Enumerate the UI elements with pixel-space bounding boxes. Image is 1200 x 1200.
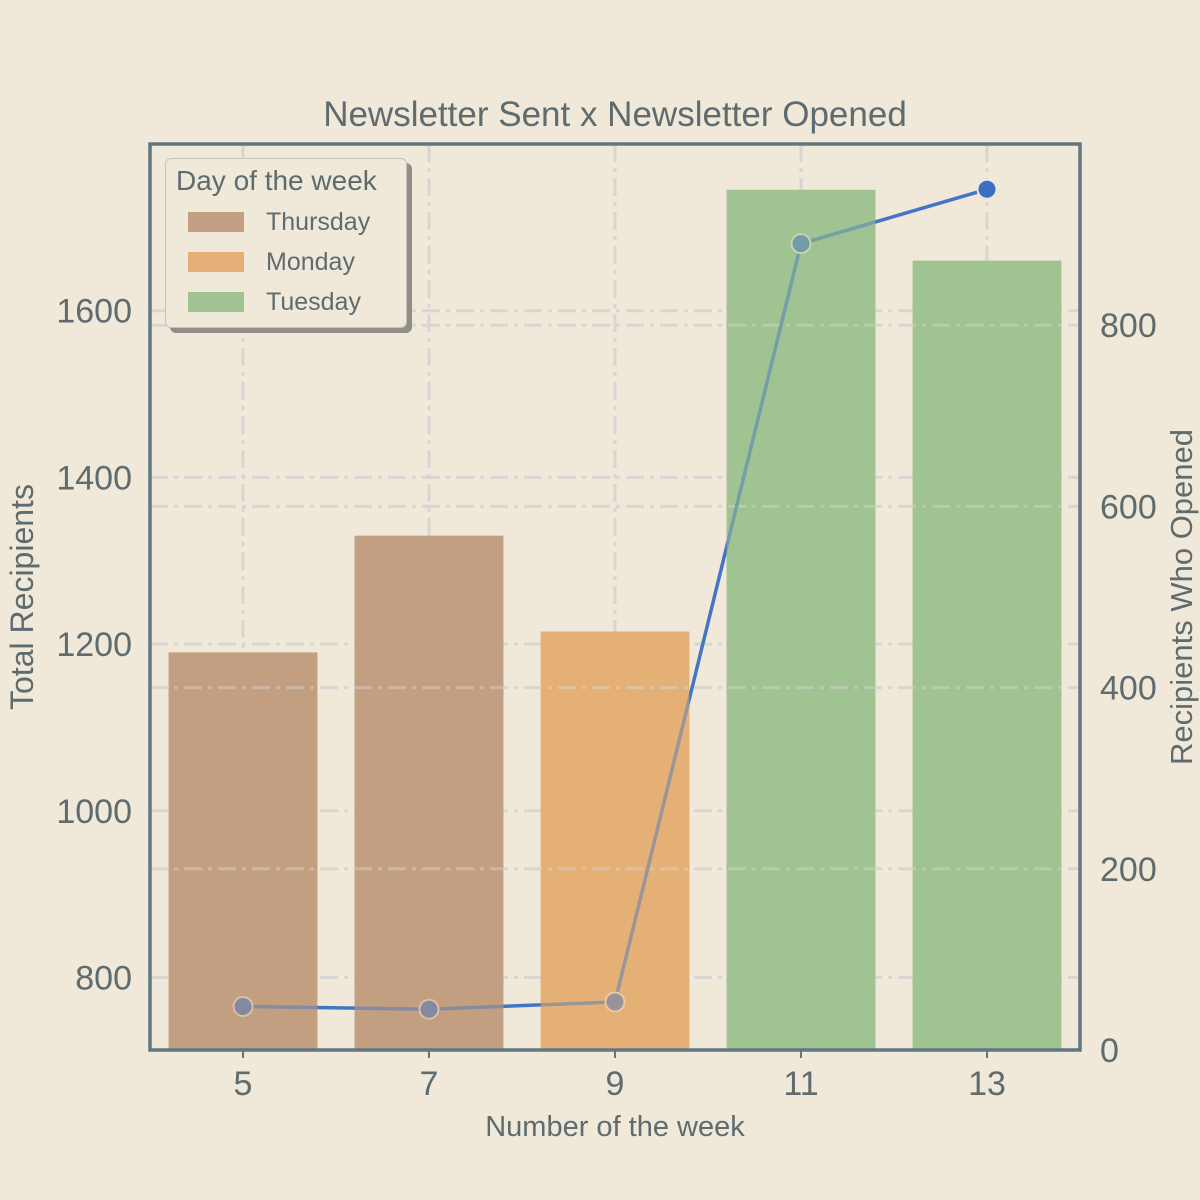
legend-swatch-tuesday — [188, 292, 244, 312]
y-tick-label: 1600 — [56, 293, 132, 331]
chart-title: Newsletter Sent x Newsletter Opened — [323, 95, 907, 134]
line-point — [976, 178, 998, 200]
y2-tick-label: 400 — [1100, 670, 1157, 708]
x-tick-label: 5 — [234, 1065, 253, 1103]
bar-overlay — [726, 189, 876, 1050]
legend-label-thursday: Thursday — [266, 207, 371, 236]
y2-tick-label: 800 — [1100, 307, 1157, 345]
bar-overlay — [912, 260, 1062, 1051]
bar-overlay — [168, 652, 318, 1050]
y-tick-label: 1200 — [56, 626, 132, 664]
legend-swatch-thursday — [188, 212, 244, 232]
x-tick-label: 9 — [606, 1065, 625, 1103]
y2-tick-label: 600 — [1100, 488, 1157, 526]
y-tick-label: 800 — [75, 959, 132, 997]
y-tick-label: 1400 — [56, 459, 132, 497]
legend-label-monday: Monday — [266, 247, 355, 276]
x-axis-label: Number of the week — [485, 1111, 745, 1143]
legend: Day of the week Thursday Monday Tuesday — [165, 158, 407, 328]
legend-title: Day of the week — [176, 165, 377, 196]
x-tick-label: 7 — [420, 1065, 439, 1103]
x-tick-label: 13 — [968, 1065, 1006, 1103]
y2-axis-label: Recipients Who Opened — [1164, 429, 1199, 765]
y2-tick-label: 200 — [1100, 851, 1157, 889]
legend-item-monday: Monday — [188, 247, 355, 276]
y2-tick-label: 0 — [1100, 1032, 1119, 1070]
y-tick-label: 1000 — [56, 793, 132, 831]
opened-line — [150, 178, 1080, 1051]
legend-swatch-monday — [188, 252, 244, 272]
bar-overlay — [540, 631, 690, 1050]
bar-overlay — [354, 535, 504, 1050]
ticks: 5 7 9 11 13 800 1000 1200 1400 1600 0 200 400 600 800 — [56, 293, 1156, 1103]
legend-item-thursday: Thursday — [188, 207, 371, 236]
y-axis-label: Total Recipients — [4, 484, 40, 710]
x-tick-label: 11 — [783, 1065, 818, 1103]
legend-item-tuesday: Tuesday — [188, 287, 361, 316]
legend-label-tuesday: Tuesday — [266, 287, 361, 316]
